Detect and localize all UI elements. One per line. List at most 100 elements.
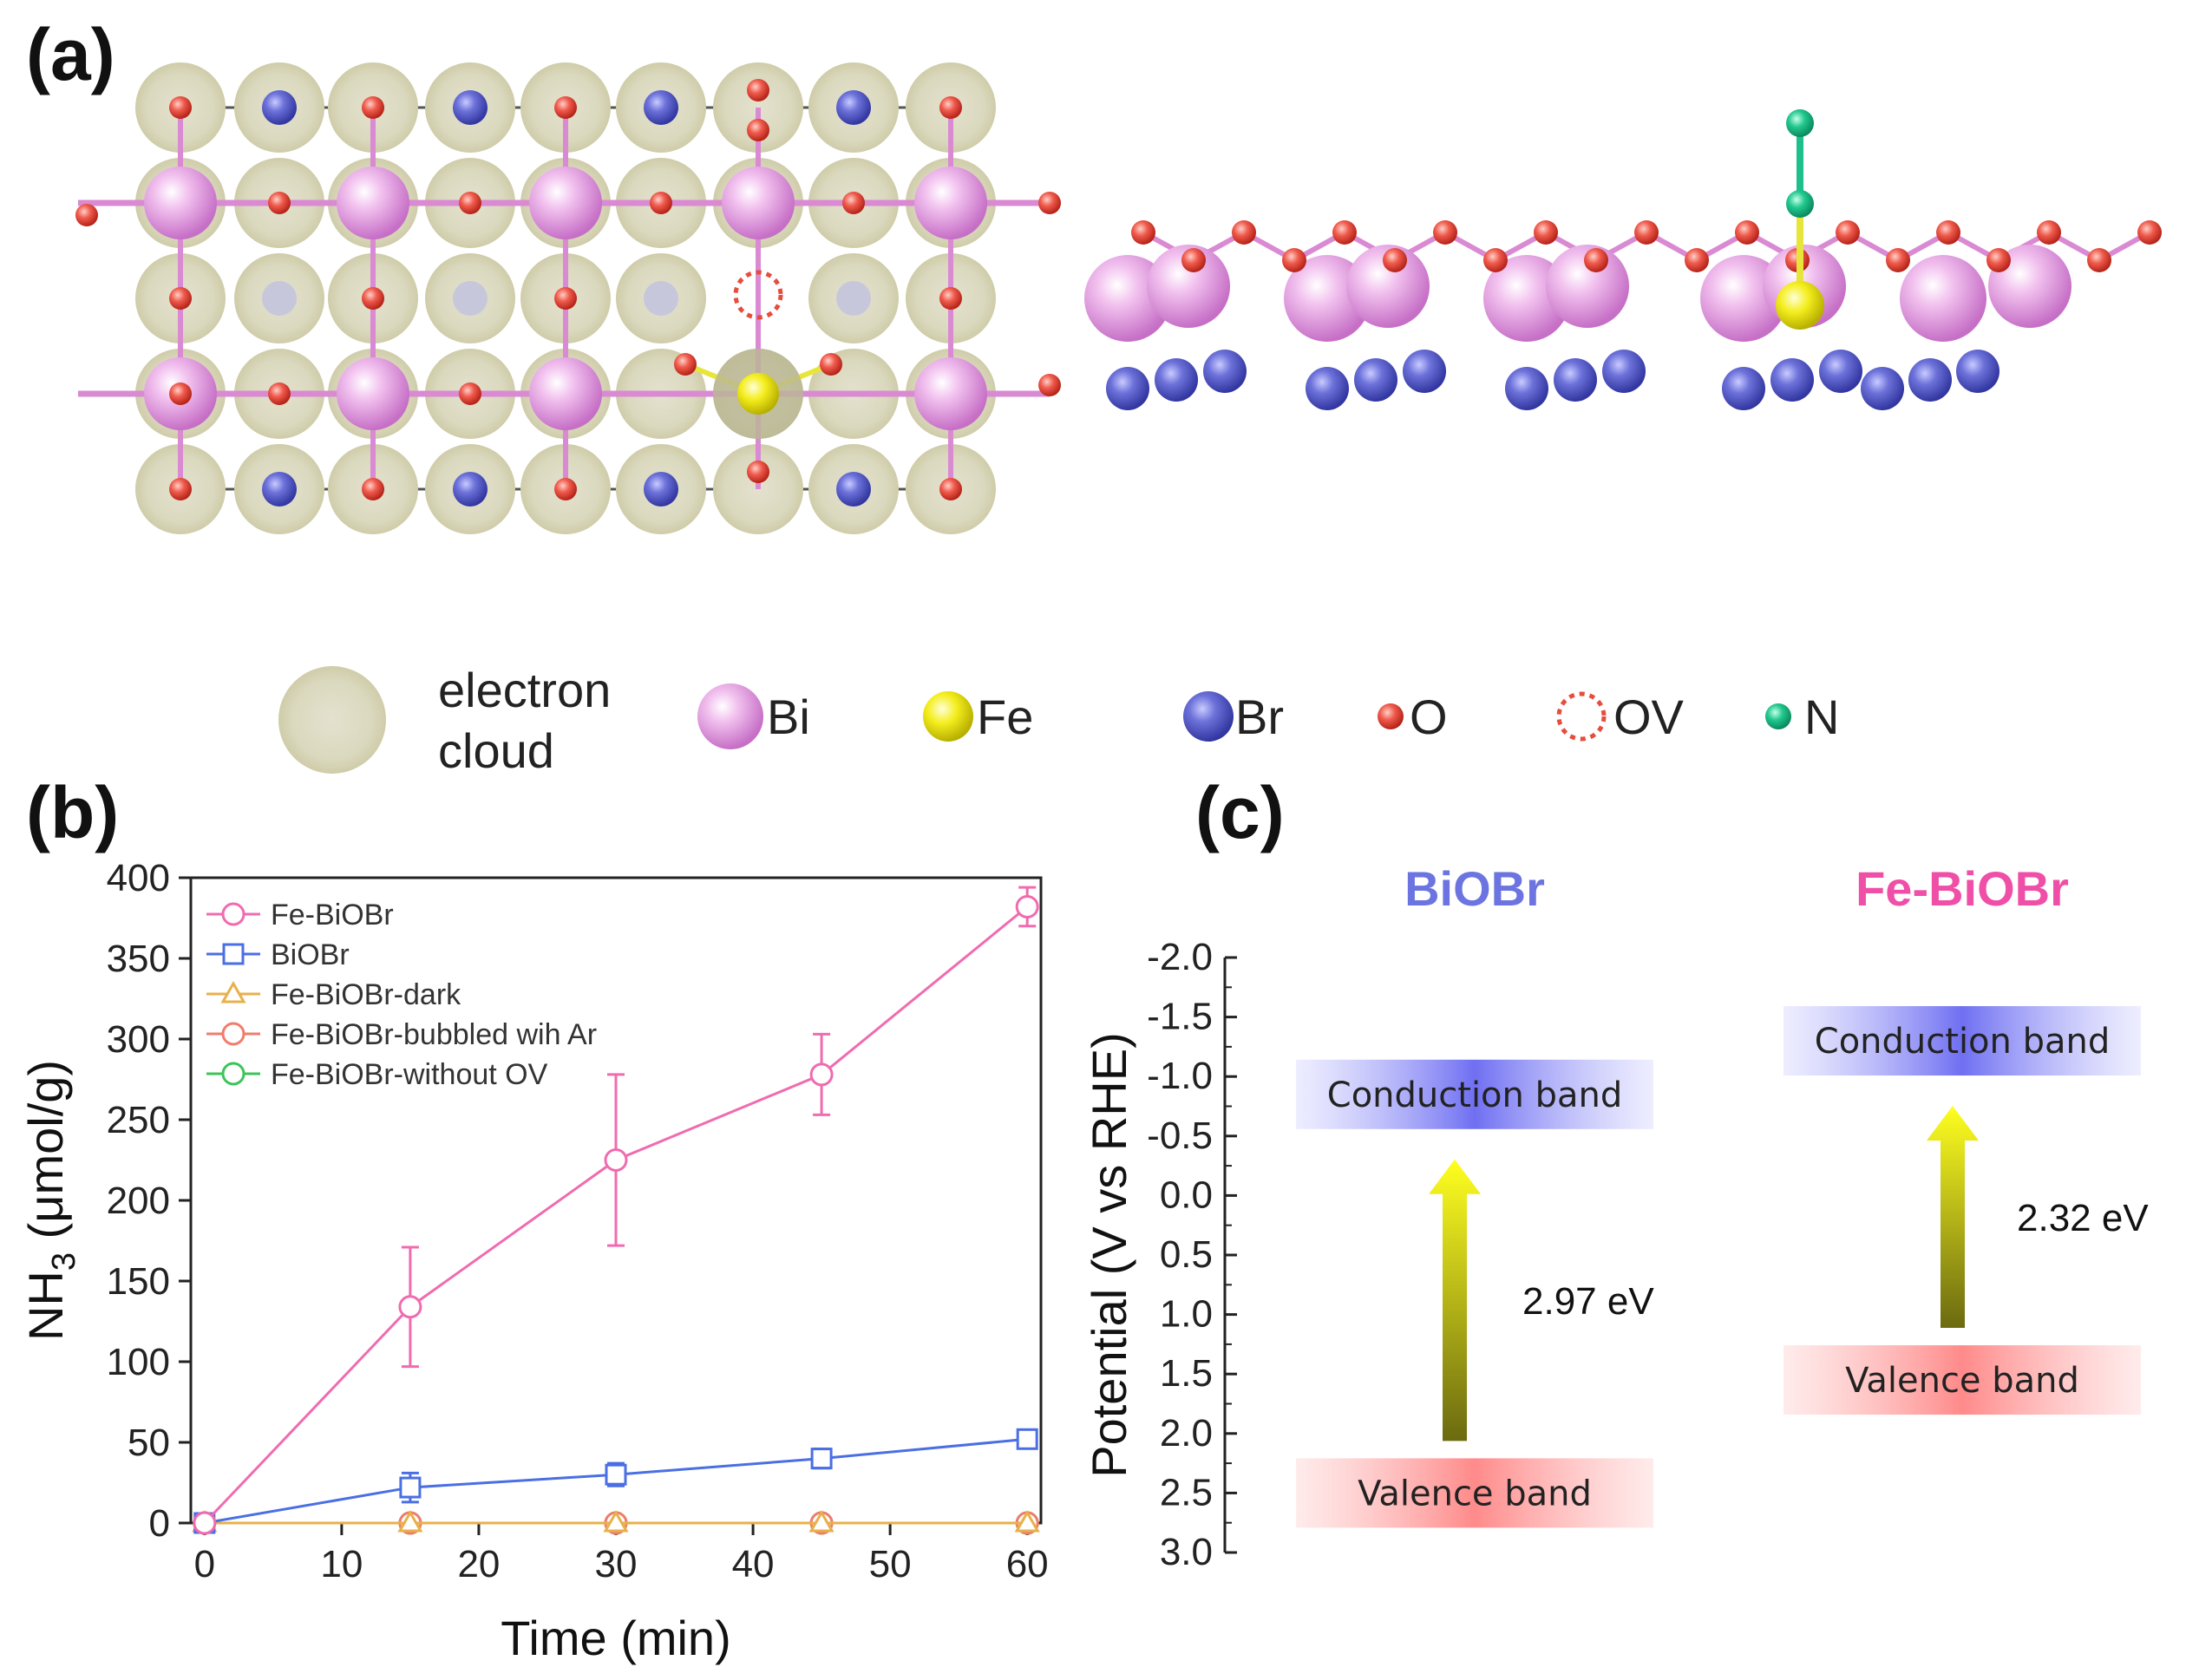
- br-atom: [1861, 367, 1904, 410]
- conduction-band: [1296, 1059, 1653, 1129]
- o-atom: [1735, 220, 1759, 245]
- o-atom: [169, 287, 192, 310]
- o-atom: [459, 192, 481, 214]
- legend-label: BiOBr: [271, 938, 350, 971]
- x-tick-label: 60: [1006, 1543, 1049, 1585]
- legend-fe: Fe: [977, 690, 1033, 744]
- n-atom-icon: [1765, 703, 1791, 729]
- bi-atom: [144, 167, 217, 239]
- br-atom: [453, 90, 488, 125]
- y-tick-label: 250: [107, 1099, 170, 1141]
- material-title: BiOBr: [1404, 861, 1545, 916]
- legend-electron-line2: cloud: [438, 723, 554, 778]
- br-atom: [1554, 358, 1597, 402]
- material-title: Fe-BiOBr: [1855, 861, 2069, 916]
- o-atom: [554, 96, 577, 119]
- br-atom: [262, 90, 297, 125]
- valence-band-label: Valence band: [1358, 1474, 1592, 1513]
- fe-atom-icon: [923, 691, 973, 742]
- bi-atom: [1900, 255, 1986, 342]
- o-atom-icon: [1378, 703, 1404, 729]
- legend-marker: [221, 1062, 245, 1086]
- legend-o: O: [1410, 690, 1448, 744]
- y-tick-label: -1.0: [1147, 1055, 1213, 1097]
- oxygen-vacancy-marker: [733, 270, 783, 320]
- y-tick-label: 350: [107, 938, 170, 980]
- series-legend: Fe-BiOBr BiOBr Fe-BiOBr-dark Fe-BiOBr-bubbl…: [206, 899, 597, 1091]
- nh3-yield-chart: 0 10 20 30 40 50 60 0 50 100 150 200 250 300 350 400 Tim…: [18, 857, 1049, 1665]
- data-point: [1016, 1428, 1038, 1450]
- y-tick-label: 150: [107, 1260, 170, 1303]
- data-point: [1015, 894, 1039, 918]
- o-atom: [2087, 248, 2111, 272]
- br-atom: [1602, 350, 1646, 393]
- crystal-top-view: [75, 62, 1061, 534]
- legend-marker: [222, 943, 245, 965]
- data-point: [398, 1295, 422, 1319]
- o-atom: [1836, 220, 1860, 245]
- br-atom: [1722, 367, 1765, 410]
- bi-atom: [1546, 245, 1629, 328]
- y-tick-label: 2.5: [1160, 1471, 1213, 1513]
- br-atom: [1203, 350, 1247, 393]
- o-atom: [169, 96, 192, 119]
- legend-marker: [221, 1022, 245, 1046]
- data-point: [193, 1511, 217, 1535]
- o-atom: [2137, 220, 2162, 245]
- material-fe-biobr: Fe-BiOBr Conduction band Valence band 2.32 …: [1783, 861, 2149, 1415]
- panel-label-c: (c): [1195, 772, 1285, 853]
- br-atom-faint: [453, 281, 488, 316]
- br-atom: [453, 472, 488, 507]
- legend-label: Fe-BiOBr-bubbled wih Ar: [271, 1018, 597, 1051]
- fe-atom: [737, 373, 779, 415]
- o-atom: [747, 461, 769, 483]
- o-atom: [1584, 248, 1608, 272]
- band-gap-label: 2.32 eV: [2017, 1197, 2149, 1239]
- x-tick-label: 50: [869, 1543, 912, 1585]
- data-point: [808, 1509, 834, 1533]
- br-atom-icon: [1183, 691, 1234, 742]
- y-tick-label: -2.0: [1147, 936, 1213, 978]
- o-atom: [1433, 220, 1457, 245]
- o-atom: [362, 478, 384, 500]
- br-atom: [1956, 350, 1999, 393]
- y-tick-label: 1.0: [1160, 1293, 1213, 1336]
- o-atom: [1936, 220, 1960, 245]
- bi-atom: [337, 357, 409, 430]
- o-atom: [1886, 248, 1910, 272]
- o-atom: [939, 96, 962, 119]
- o-atom: [1634, 220, 1659, 245]
- up-arrow-icon: [1429, 1159, 1481, 1441]
- valence-band: [1783, 1345, 2141, 1415]
- o-atom: [650, 192, 672, 214]
- bi-atom: [722, 167, 795, 239]
- y-tick-label: 0.0: [1160, 1173, 1213, 1216]
- br-atom: [1306, 367, 1349, 410]
- atom-legend: electron cloud Bi Fe Br O OV N: [278, 663, 1839, 778]
- x-tick-label: 10: [320, 1543, 363, 1585]
- y-tick-label: 1.5: [1160, 1352, 1213, 1395]
- legend-bi: Bi: [767, 690, 810, 744]
- o-atom: [75, 204, 98, 226]
- o-atom: [1038, 374, 1061, 396]
- o-atom: [747, 79, 769, 101]
- legend-marker: [221, 902, 245, 926]
- br-atom: [1770, 358, 1814, 402]
- y-axis-title-subscript: 3: [46, 1252, 82, 1271]
- o-atom: [1685, 248, 1709, 272]
- legend-ov: OV: [1613, 690, 1685, 744]
- br-atom-faint: [836, 281, 871, 316]
- band-structure-chart: -2.0 -1.5 -1.0 -0.5 0.0 0.5 1.0 1.5 2.0 2.5 3.0 Pot…: [1082, 861, 2149, 1573]
- band-gap-label: 2.97 eV: [1522, 1280, 1654, 1323]
- y-tick-label: 200: [107, 1180, 170, 1222]
- br-atom: [1403, 350, 1446, 393]
- o-atom: [362, 287, 384, 310]
- x-tick-label: 20: [457, 1543, 500, 1585]
- valence-band-label: Valence band: [1845, 1361, 2079, 1401]
- data-point: [603, 1509, 629, 1533]
- y-axis-title: NH3 (μmol/g): [18, 1060, 82, 1341]
- o-atom: [169, 382, 192, 405]
- o-atom: [1332, 220, 1357, 245]
- o-atom: [939, 287, 962, 310]
